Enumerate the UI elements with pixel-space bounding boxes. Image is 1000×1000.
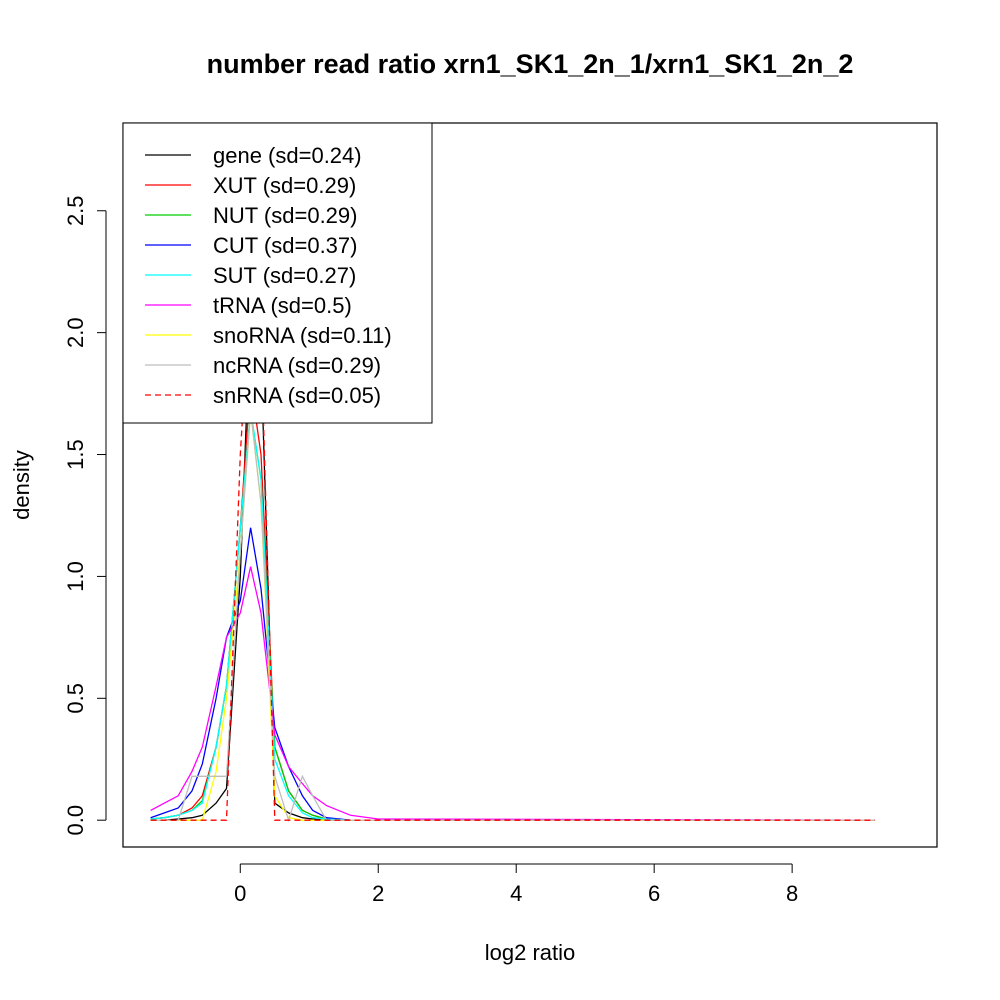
legend-label-4: SUT (sd=0.27) bbox=[213, 263, 356, 288]
x-axis-label: log2 ratio bbox=[485, 940, 576, 965]
series-line-7 bbox=[150, 410, 875, 823]
series-line-6 bbox=[150, 410, 875, 821]
series-line-3 bbox=[150, 527, 875, 821]
legend-label-0: gene (sd=0.24) bbox=[213, 143, 362, 168]
legend-label-2: NUT (sd=0.29) bbox=[213, 203, 357, 228]
series-line-1 bbox=[150, 381, 875, 821]
y-tick-label: 0.5 bbox=[63, 683, 88, 714]
x-axis: 0 2 4 6 8 bbox=[234, 863, 798, 906]
x-tick-label: 6 bbox=[648, 881, 660, 906]
legend-label-8: snRNA (sd=0.05) bbox=[213, 383, 381, 408]
plot-frame bbox=[122, 122, 938, 848]
legend: gene (sd=0.24) XUT (sd=0.29) NUT (sd=0.29)… bbox=[122, 122, 433, 424]
chart-title: number read ratio xrn1_SK1_2n_1/xrn1_SK1… bbox=[207, 49, 854, 79]
x-tick-label: 0 bbox=[234, 881, 246, 906]
legend-label-7: ncRNA (sd=0.29) bbox=[213, 353, 381, 378]
series-line-5 bbox=[150, 566, 875, 821]
legend-label-5: tRNA (sd=0.5) bbox=[213, 293, 352, 318]
y-tick-label: 0.0 bbox=[63, 805, 88, 836]
y-axis: 0.0 0.5 1.0 1.5 2.0 2.5 bbox=[63, 195, 107, 836]
series-line-4 bbox=[150, 410, 875, 821]
y-tick-label: 2.5 bbox=[63, 195, 88, 226]
legend-label-1: XUT (sd=0.29) bbox=[213, 173, 356, 198]
x-tick-label: 4 bbox=[510, 881, 522, 906]
x-tick-label: 2 bbox=[372, 881, 384, 906]
series-layer bbox=[150, 283, 875, 823]
y-tick-label: 1.0 bbox=[63, 561, 88, 592]
legend-label-3: CUT (sd=0.37) bbox=[213, 233, 357, 258]
legend-label-6: snoRNA (sd=0.11) bbox=[213, 323, 392, 348]
y-tick-label: 1.5 bbox=[63, 439, 88, 470]
y-tick-label: 2.0 bbox=[63, 317, 88, 348]
x-tick-label: 8 bbox=[786, 881, 798, 906]
y-axis-label: density bbox=[9, 450, 34, 520]
legend-box bbox=[122, 122, 433, 424]
series-line-2 bbox=[150, 410, 875, 821]
